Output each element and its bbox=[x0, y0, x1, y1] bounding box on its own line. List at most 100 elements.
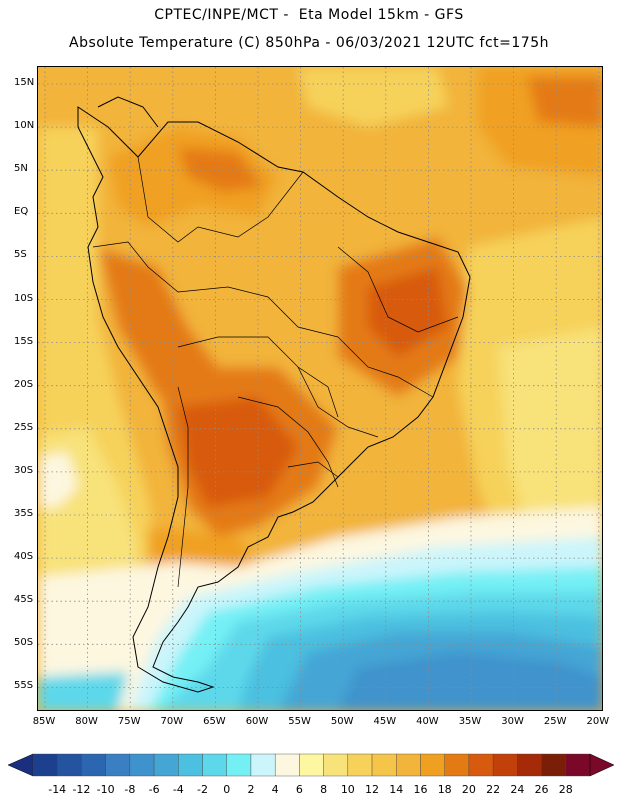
south-america-outline bbox=[77, 106, 471, 693]
lat-tick-label: 55S bbox=[14, 680, 34, 692]
colorbar-tick-label: 16 bbox=[413, 783, 428, 796]
border-bolivia bbox=[177, 336, 339, 418]
colorbar-swatch bbox=[202, 753, 227, 777]
lat-tick-label: 40S bbox=[14, 551, 34, 563]
colorbar-tick-label: 22 bbox=[486, 783, 501, 796]
colorbar-swatch bbox=[347, 753, 373, 777]
lat-tick-label: 30S bbox=[14, 464, 34, 476]
lat-tick-label: 5S bbox=[14, 249, 27, 261]
lat-tick-label: 20S bbox=[14, 378, 34, 390]
colorbar-swatch bbox=[105, 753, 131, 777]
lon-tick-label: 25W bbox=[543, 716, 567, 727]
lon-tick-label: 85W bbox=[32, 716, 56, 727]
field-south-blue3 bbox=[338, 652, 602, 710]
border-chile-argentina bbox=[177, 386, 189, 588]
lat-tick-label: 25S bbox=[14, 421, 34, 433]
lon-tick-label: 55W bbox=[288, 716, 311, 727]
map-title: CPTEC/INPE/MCT - Eta Model 15km - GFS bbox=[154, 7, 464, 23]
lon-tick-label: 50W bbox=[330, 716, 354, 727]
lon-tick-label: 80W bbox=[75, 716, 98, 727]
country-borders bbox=[92, 156, 459, 588]
colorbar-swatch bbox=[468, 753, 494, 777]
colorbar-swatch bbox=[178, 753, 203, 777]
lon-tick-label: 20W bbox=[586, 716, 610, 727]
lon-tick-label: 75W bbox=[117, 716, 141, 727]
colorbar-tick-label: -4 bbox=[172, 783, 184, 796]
field-brazil-ne-core bbox=[368, 267, 448, 357]
lat-tick-label: 10N bbox=[14, 120, 35, 132]
colorbar-swatch bbox=[226, 753, 252, 777]
temperature-contours bbox=[38, 67, 602, 710]
lon-tick-label: 30W bbox=[501, 716, 524, 727]
lat-tick-label: EQ bbox=[14, 206, 29, 218]
lat-tick-label: 45S bbox=[14, 594, 34, 606]
lon-tick-label: 65W bbox=[203, 716, 226, 727]
colorbar-under-triangle bbox=[7, 753, 34, 777]
field-ne-ocean-hot bbox=[528, 77, 602, 127]
colorbar-tick-label: -10 bbox=[96, 783, 115, 796]
colorbar-swatch bbox=[420, 753, 445, 777]
central-america-outline bbox=[97, 96, 159, 128]
temperature-field bbox=[38, 67, 602, 710]
colorbar-tick-label: 18 bbox=[437, 783, 452, 796]
lat-tick-label: 5N bbox=[14, 163, 28, 175]
border-peru-brazil bbox=[92, 241, 339, 338]
colorbar-tick-label: 20 bbox=[461, 783, 476, 796]
colorbar-swatch bbox=[323, 753, 349, 777]
field-atlantic-pale bbox=[498, 327, 602, 567]
colorbar-swatch bbox=[444, 753, 470, 777]
coastline bbox=[77, 96, 471, 693]
colorbar-tick-label: 14 bbox=[389, 783, 404, 796]
border-paraguay bbox=[237, 396, 339, 488]
field-north-land-hot bbox=[178, 147, 263, 192]
colorbar-over-triangle bbox=[589, 753, 615, 777]
lat-tick-label: 15N bbox=[14, 77, 35, 88]
colorbar-swatch bbox=[396, 753, 421, 777]
colorbar-tick-label: 26 bbox=[534, 783, 549, 796]
colorbar-tick-label: 8 bbox=[320, 783, 328, 796]
colorbar-tick-label: 28 bbox=[558, 783, 573, 796]
colorbar-tick-label: 4 bbox=[271, 783, 279, 796]
field-west-ocean-cream bbox=[38, 452, 78, 507]
lon-tick-label: 70W bbox=[160, 716, 184, 727]
colorbar-tick-label: 6 bbox=[295, 783, 303, 796]
temperature-map bbox=[37, 66, 603, 711]
lat-tick-label: 15S bbox=[14, 335, 34, 347]
colorbar-tick-label: 12 bbox=[365, 783, 380, 796]
border-north bbox=[137, 156, 304, 243]
colorbar-tick-label: -2 bbox=[197, 783, 208, 796]
colorbar-swatch bbox=[371, 753, 397, 777]
colorbar-tick-label: -14 bbox=[48, 783, 67, 796]
colorbar-tick-label: 0 bbox=[223, 783, 231, 796]
lon-tick-label: 45W bbox=[373, 716, 397, 727]
colorbar-swatch bbox=[32, 753, 58, 777]
colorbar-tick-label: 2 bbox=[247, 783, 255, 796]
lon-tick-label: 35W bbox=[458, 716, 482, 727]
colorbar-swatch bbox=[274, 753, 300, 777]
colorbar-swatch bbox=[541, 753, 566, 777]
colorbar-swatch bbox=[153, 753, 179, 777]
border-brazil-states-central bbox=[337, 336, 434, 398]
colorbar-swatch bbox=[565, 753, 591, 777]
colorbar-tick-label: 24 bbox=[510, 783, 525, 796]
map-subtitle: Absolute Temperature (C) 850hPa - 06/03/… bbox=[69, 35, 549, 51]
colorbar-swatch bbox=[57, 753, 82, 777]
colorbar bbox=[7, 753, 615, 777]
lat-tick-label: 50S bbox=[14, 637, 34, 649]
lat-tick-label: 10S bbox=[14, 292, 34, 304]
colorbar-swatch bbox=[250, 753, 276, 777]
colorbar-tick-label: -12 bbox=[72, 783, 91, 796]
field-central-core bbox=[178, 397, 298, 507]
colorbar-swatch bbox=[129, 753, 155, 777]
colorbar-swatch bbox=[299, 753, 324, 777]
lon-tick-label: 40W bbox=[416, 716, 439, 727]
field-southwest-sky bbox=[38, 672, 128, 710]
border-brazil-states-north bbox=[337, 246, 459, 333]
border-brazil-states-south bbox=[297, 366, 379, 438]
border-uruguay bbox=[287, 461, 339, 478]
field-north-ocean-yellow bbox=[298, 67, 448, 127]
colorbar-swatch bbox=[517, 753, 542, 777]
lon-tick-label: 60W bbox=[245, 716, 269, 727]
colorbar-swatch bbox=[492, 753, 518, 777]
colorbar-tick-label: -6 bbox=[148, 783, 160, 796]
